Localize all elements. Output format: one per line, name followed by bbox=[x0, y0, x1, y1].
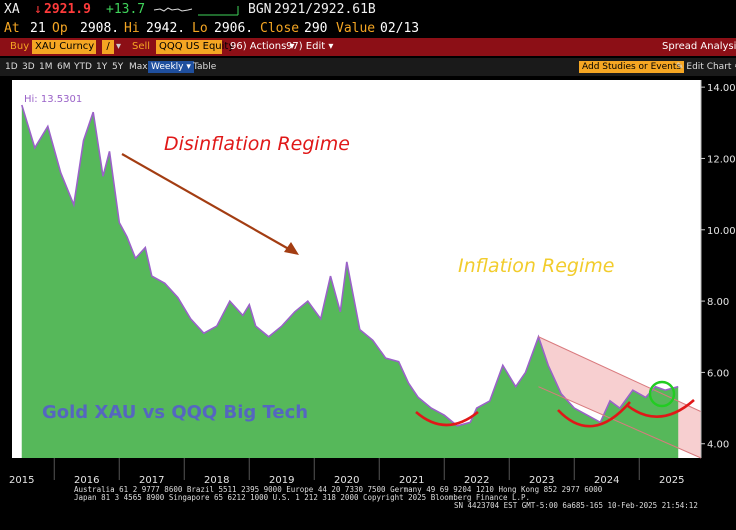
y-tick-label: 6.00 bbox=[707, 368, 729, 379]
x-tick-label: 2025 bbox=[659, 475, 684, 486]
edit-chart-button[interactable]: ✎ Edit Chart ⚙ bbox=[676, 62, 736, 72]
spread-analysis-title: Spread Analysis bbox=[662, 41, 736, 52]
down-arrow-icon: ↓ bbox=[34, 2, 42, 17]
y-tick-label: 8.00 bbox=[707, 297, 729, 308]
footer-session: SN 4423704 EST GMT-5:00 6a685-165 10-Feb… bbox=[454, 501, 698, 510]
x-tick-label: 2024 bbox=[594, 475, 619, 486]
table-button[interactable]: Table bbox=[193, 62, 217, 72]
open-label: Op bbox=[52, 21, 68, 36]
edit-menu[interactable]: 97) Edit ▾ bbox=[286, 41, 334, 52]
high-marker-label: Hi: 13.5301 bbox=[24, 94, 82, 105]
chart-watermark: Gold XAU vs QQQ Big Tech bbox=[42, 402, 308, 423]
period-1y[interactable]: 1Y bbox=[96, 62, 108, 72]
x-tick-label: 2021 bbox=[399, 475, 424, 486]
disinflation-arrow bbox=[121, 153, 295, 253]
last-price: 2921.9 bbox=[44, 2, 91, 17]
breakout-circle bbox=[648, 380, 676, 408]
divide-operator-button[interactable]: / bbox=[102, 40, 114, 54]
period-max[interactable]: Max bbox=[129, 62, 148, 72]
ticker: XA bbox=[4, 2, 20, 17]
period-ytd[interactable]: YTD bbox=[74, 62, 92, 72]
period-6m[interactable]: 6M bbox=[57, 62, 71, 72]
x-axis: 2015 2016 2017 2018 2019 2020 2021 2022 2023 2024… bbox=[9, 458, 684, 486]
footer-contacts-1: Australia 61 2 9777 8600 Brazil 5511 239… bbox=[74, 485, 603, 494]
bottom-curve-2021 bbox=[415, 410, 479, 427]
add-studies-button[interactable]: Add Studies or Events bbox=[579, 61, 685, 73]
footer-contacts-2: Japan 81 3 4565 8900 Singapore 65 6212 1… bbox=[74, 493, 531, 502]
actions-menu[interactable]: 96) Actions ▾ bbox=[230, 41, 295, 52]
x-tick-label: 2015 bbox=[9, 475, 34, 486]
bottom-curve-2023 bbox=[557, 401, 631, 428]
net-change: +13.7 bbox=[106, 2, 146, 17]
low-value: 2906. bbox=[214, 21, 254, 36]
bid-ask: 2921/2922.61B bbox=[274, 2, 376, 17]
close-value: 290 bbox=[304, 21, 328, 36]
y-tick-label: 4.00 bbox=[707, 440, 729, 451]
period-1m[interactable]: 1M bbox=[39, 62, 53, 72]
disinflation-label: Disinflation Regime bbox=[164, 133, 350, 155]
x-tick-label: 2023 bbox=[529, 475, 554, 486]
y-axis: 4.00 6.00 8.00 10.00 12.00 14.00 bbox=[700, 80, 736, 458]
security-input-2[interactable]: QQQ US Equity bbox=[156, 40, 234, 54]
arrow-head-icon bbox=[284, 242, 299, 255]
low-label: Lo bbox=[192, 21, 208, 36]
operator-dropdown-icon[interactable]: ▾ bbox=[116, 41, 122, 52]
high-label: Hi bbox=[124, 21, 140, 36]
quote-date: 02/13 bbox=[380, 21, 420, 36]
buy-button[interactable]: Buy bbox=[10, 41, 30, 52]
time-value: 21 bbox=[30, 21, 46, 36]
quote-details: At 21 Op 2908. Hi 2942. Lo 2906. Close 2… bbox=[0, 20, 736, 38]
x-tick-label: 2018 bbox=[204, 475, 229, 486]
action-bar: Buy XAU Curncy / ▾ Sell QQQ US Equity 96… bbox=[0, 38, 736, 56]
y-tick-label: 10.00 bbox=[707, 226, 736, 237]
quote-line: XA ↓ 2921.9 +13.7 BGN 2921/2922.61B bbox=[0, 0, 736, 20]
channel-lower-line bbox=[538, 386, 702, 459]
x-tick-label: 2022 bbox=[464, 475, 489, 486]
sparkline-icon bbox=[153, 6, 239, 16]
period-toolbar: 1D 3D 1M 6M YTD 1Y 5Y Max Weekly ▾ Table… bbox=[0, 58, 736, 76]
period-5y[interactable]: 5Y bbox=[112, 62, 124, 72]
bottom-curve-2024 bbox=[627, 399, 695, 418]
y-tick-label: 14.00 bbox=[707, 83, 736, 94]
price-ratio-chart: 4.00 6.00 8.00 10.00 12.00 14.00 2015 2016 2017… bbox=[9, 80, 736, 486]
terminal-footer: Australia 61 2 9777 8600 Brazil 5511 239… bbox=[74, 486, 734, 510]
sell-button[interactable]: Sell bbox=[132, 41, 151, 52]
x-tick-label: 2016 bbox=[74, 475, 99, 486]
open-value: 2908. bbox=[80, 21, 120, 36]
close-label: Close bbox=[260, 21, 300, 36]
inflation-label: Inflation Regime bbox=[458, 255, 614, 277]
x-tick-label: 2019 bbox=[269, 475, 294, 486]
at-label: At bbox=[4, 21, 20, 36]
period-3d[interactable]: 3D bbox=[22, 62, 35, 72]
x-tick-label: 2017 bbox=[139, 475, 164, 486]
value-label: Value bbox=[336, 21, 376, 36]
y-tick-label: 12.00 bbox=[707, 154, 736, 165]
security-input-1[interactable]: XAU Curncy bbox=[32, 40, 96, 54]
period-1d[interactable]: 1D bbox=[5, 62, 18, 72]
frequency-dropdown[interactable]: Weekly ▾ bbox=[148, 61, 194, 73]
price-source: BGN bbox=[248, 2, 272, 17]
high-value: 2942. bbox=[146, 21, 186, 36]
x-tick-label: 2020 bbox=[334, 475, 359, 486]
